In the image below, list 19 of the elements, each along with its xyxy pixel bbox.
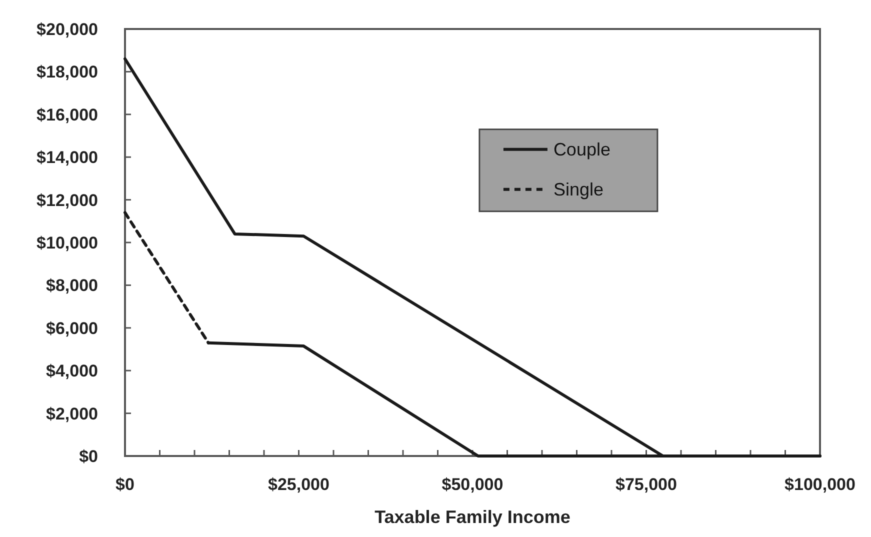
legend-label: Single xyxy=(553,180,604,200)
y-tick-label: $0 xyxy=(79,446,98,466)
y-tick-label: $2,000 xyxy=(46,404,98,424)
x-tick-label: $25,000 xyxy=(268,475,330,494)
y-tick-label: $4,000 xyxy=(46,362,98,381)
x-axis-title: Taxable Family Income xyxy=(374,507,570,527)
x-tick-label: $100,000 xyxy=(784,475,856,494)
y-tick-label: $14,000 xyxy=(36,148,98,168)
y-tick-label: $18,000 xyxy=(36,62,98,82)
y-tick-label: $16,000 xyxy=(36,105,98,124)
x-tick-label: $50,000 xyxy=(442,475,504,494)
legend-label: Couple xyxy=(553,140,610,160)
y-tick-label: $10,000 xyxy=(36,233,98,252)
y-tick-label: $6,000 xyxy=(46,318,98,338)
y-tick-label: $8,000 xyxy=(46,276,98,296)
x-tick-label: $75,000 xyxy=(616,475,677,494)
y-tick-label: $20,000 xyxy=(36,20,98,39)
x-tick-label: $0 xyxy=(116,475,134,494)
y-tick-label: $12,000 xyxy=(36,190,98,210)
